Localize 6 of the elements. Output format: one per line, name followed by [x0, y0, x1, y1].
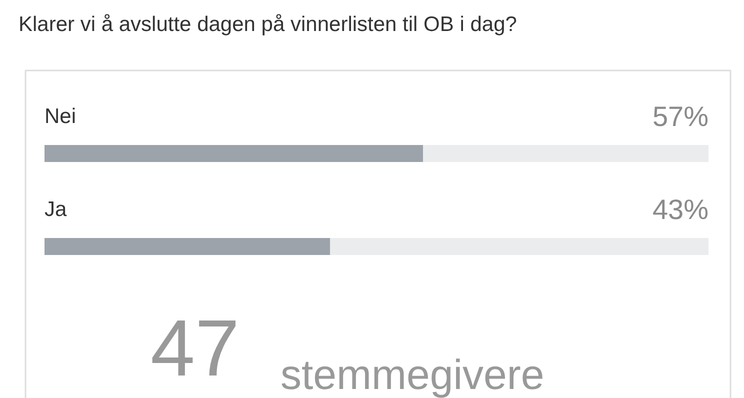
data-label: 43%	[652, 194, 709, 225]
chart-title: Klarer vi å avslutte dagen på vinnerlisten til OB i dag?	[18, 13, 517, 36]
text: 47 stemmegivere	[150, 304, 544, 398]
data-label: 57%	[652, 101, 709, 132]
y-tick-label: Ja	[44, 198, 67, 221]
y-tick-label: Nei	[44, 105, 76, 128]
